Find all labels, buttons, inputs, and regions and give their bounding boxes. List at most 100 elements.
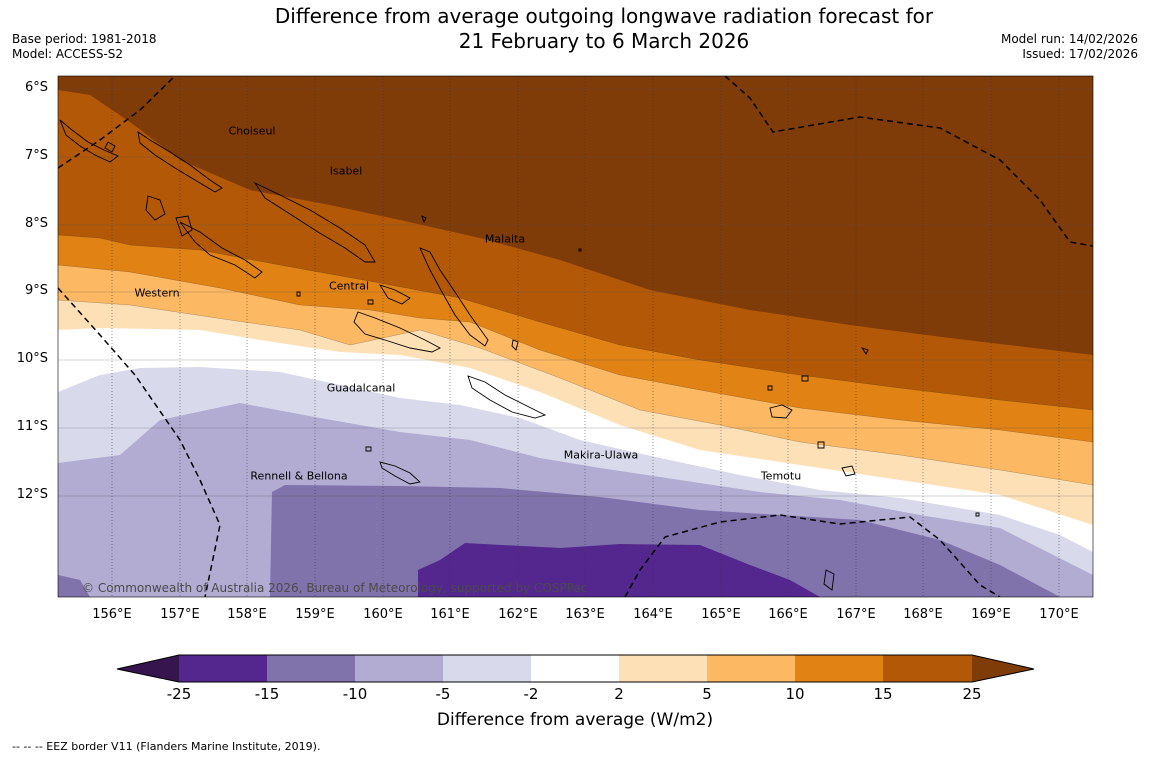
- lat-label: 10°S: [16, 351, 48, 366]
- model-text: Model: ACCESS-S2: [12, 47, 124, 61]
- lat-label: 8°S: [24, 216, 48, 231]
- lon-label: 164°E: [633, 607, 673, 622]
- island-utupua: [841, 465, 856, 477]
- island-makira: [467, 375, 547, 419]
- lon-label: 156°E: [92, 607, 132, 622]
- island-choiseul: [137, 131, 223, 193]
- island-ulawa: [511, 339, 519, 351]
- region-label-rennell-bellona: Rennell & Bellona: [250, 469, 348, 483]
- colorbar-bin-4: [531, 655, 619, 682]
- island-banks: [823, 569, 835, 591]
- island-reef: [801, 375, 809, 382]
- colorbar: [116, 654, 1035, 683]
- island-florida: [378, 284, 411, 305]
- island-sikaiana: [860, 347, 869, 355]
- island-outlines: [59, 119, 980, 591]
- model-run-text: Model run: 14/02/2026: [1000, 32, 1138, 46]
- lat-label: 11°S: [16, 419, 48, 434]
- island-tinakula: [767, 385, 773, 391]
- island-russell: [296, 291, 301, 297]
- lon-label: 162°E: [498, 607, 538, 622]
- region-label-central: Central: [328, 279, 370, 293]
- lon-label: 158°E: [227, 607, 267, 622]
- lon-label: 166°E: [768, 607, 808, 622]
- base-period-text: Base period: 1981-2018: [12, 32, 157, 46]
- lon-label: 157°E: [160, 607, 200, 622]
- region-label-malaita: Malaita: [484, 232, 526, 246]
- lon-label: 159°E: [295, 607, 335, 622]
- eez-west: [58, 287, 221, 597]
- eez-north-east: [724, 76, 1093, 247]
- eez-borders: [58, 76, 1093, 597]
- island-ontong: [578, 248, 582, 252]
- colorbar-tick-label: -5: [435, 685, 451, 703]
- colorbar-bin-2: [355, 655, 443, 682]
- colorbar-bin-0: [179, 655, 267, 682]
- lon-label: 161°E: [430, 607, 470, 622]
- meta-left: Base period: 1981-2018 Model: ACCESS-S2: [12, 32, 157, 62]
- map-title-line1: Difference from average outgoing longwav…: [274, 4, 934, 28]
- map-frame: [57, 75, 1094, 598]
- island-savo: [367, 299, 374, 305]
- colorbar-tick-label: 15: [873, 685, 893, 703]
- map-title: Difference from average outgoing longwav…: [250, 4, 958, 54]
- colorbar-tick-label: 2: [614, 685, 624, 703]
- lon-label: 165°E: [701, 607, 741, 622]
- contour-lines: [58, 234, 1093, 486]
- band-neg15-neg25: [418, 543, 820, 597]
- colorbar-bin-5: [619, 655, 707, 682]
- olr-anomaly-field: [58, 76, 1093, 597]
- lon-label: 168°E: [903, 607, 943, 622]
- lat-label: 9°S: [24, 283, 48, 298]
- colorbar-bin-8: [883, 655, 972, 682]
- region-label-western: Western: [134, 286, 180, 300]
- band-neg15-neg25-edge: [58, 575, 90, 597]
- colorbar-bin-1: [267, 655, 355, 682]
- island-anuta: [975, 512, 980, 517]
- region-label-makira-ulawa: Makira-Ulawa: [563, 448, 639, 462]
- island-new-georgia: [179, 221, 263, 279]
- lon-label: 170°E: [1039, 607, 1079, 622]
- lon-label: 160°E: [363, 607, 403, 622]
- island-malaita: [419, 247, 489, 347]
- region-label-isabel: Isabel: [329, 164, 363, 178]
- island-guadalcanal: [353, 311, 441, 353]
- island-isabel: [253, 181, 376, 263]
- island-kolombangara: [145, 195, 166, 221]
- copyright-text: © Commonwealth of Australia 2026, Bureau…: [82, 581, 588, 595]
- colorbar-tick-label: -10: [342, 685, 368, 703]
- issued-text: Issued: 17/02/2026: [1022, 47, 1138, 61]
- colorbar-bin-under: [117, 655, 179, 682]
- colorbar-bin-over: [972, 655, 1034, 682]
- lon-label: 169°E: [971, 607, 1011, 622]
- island-ysabel-tip: [421, 215, 427, 224]
- colorbar-bin-7: [795, 655, 883, 682]
- lat-label: 6°S: [24, 80, 48, 95]
- colorbar-bin-6: [707, 655, 795, 682]
- lat-label: 7°S: [24, 148, 48, 163]
- island-santa-cruz: [769, 404, 793, 419]
- island-choiseul-small: [104, 141, 116, 153]
- colorbar-title: Difference from average (W/m2): [436, 710, 714, 730]
- lat-label: 12°S: [16, 487, 48, 502]
- lon-label: 163°E: [565, 607, 605, 622]
- latitude-gridlines: [58, 88, 1093, 497]
- colorbar-tick-label: 10: [785, 685, 805, 703]
- colorbar-tick-label: 25: [962, 685, 982, 703]
- island-rennell: [379, 461, 421, 485]
- region-label-temotu: Temotu: [760, 469, 802, 483]
- colorbar-tick-label: -25: [166, 685, 192, 703]
- colorbar-outline: [116, 654, 1035, 683]
- island-vanikoro: [817, 441, 825, 449]
- island-bellona: [365, 446, 372, 452]
- colorbar-tick-label: -15: [254, 685, 280, 703]
- eez-legend-text: -- -- -- EEZ border V11 (Flanders Marine…: [12, 740, 321, 753]
- island-bougainville: [59, 119, 119, 163]
- eez-png-north: [58, 76, 176, 169]
- lon-label: 167°E: [836, 607, 876, 622]
- colorbar-tick-label: 5: [702, 685, 712, 703]
- colorbar-tick-label: -2: [523, 685, 539, 703]
- region-label-choiseul: Choiseul: [228, 124, 276, 138]
- island-vella: [175, 215, 193, 237]
